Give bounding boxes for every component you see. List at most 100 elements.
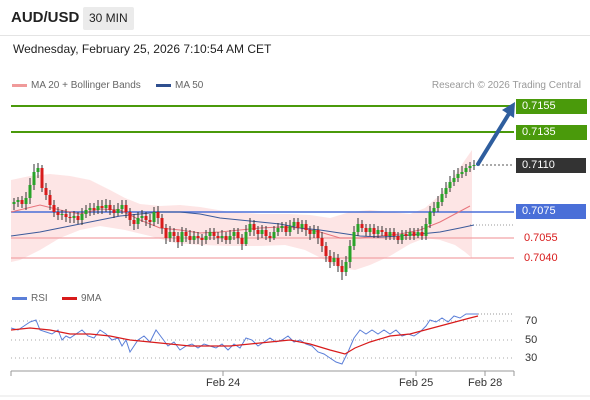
candle-body bbox=[52, 205, 56, 212]
candle-body bbox=[344, 262, 348, 272]
candle-body bbox=[164, 228, 168, 238]
candle bbox=[212, 228, 216, 240]
rsi-tick-30: 30 bbox=[525, 352, 538, 364]
candle bbox=[72, 211, 76, 223]
chart-header: AUD/USD 30 MIN bbox=[0, 0, 590, 36]
x-label-feb24: Feb 24 bbox=[206, 377, 241, 389]
candle-body bbox=[56, 212, 60, 215]
candle-body bbox=[468, 166, 472, 168]
candle-body bbox=[188, 236, 192, 240]
level-lines bbox=[11, 105, 514, 259]
candle bbox=[360, 220, 364, 232]
candle-body bbox=[100, 206, 104, 208]
candlesticks bbox=[12, 102, 515, 280]
candle-body bbox=[24, 198, 28, 204]
candle-body bbox=[88, 208, 92, 210]
candle-body bbox=[156, 212, 160, 218]
candle-body bbox=[440, 194, 444, 202]
candle-body bbox=[16, 200, 20, 202]
candle-body bbox=[256, 230, 260, 234]
candle-body bbox=[224, 236, 228, 240]
candle bbox=[456, 168, 460, 182]
candle-body bbox=[324, 246, 328, 256]
timeframe-button[interactable]: 30 MIN bbox=[83, 7, 134, 30]
candle bbox=[60, 210, 64, 220]
candle-body bbox=[396, 236, 400, 240]
target2-label: 0.7155 bbox=[516, 99, 587, 114]
candle-body bbox=[368, 228, 372, 232]
candle bbox=[216, 232, 220, 244]
candle-body bbox=[408, 232, 412, 236]
candle bbox=[472, 160, 476, 170]
candle bbox=[12, 198, 16, 210]
candle-body bbox=[340, 266, 344, 272]
candle bbox=[52, 200, 56, 217]
candle bbox=[272, 226, 276, 240]
candle bbox=[436, 196, 440, 212]
candle bbox=[296, 218, 300, 234]
candle bbox=[452, 170, 456, 186]
candle bbox=[264, 226, 268, 240]
candle-body bbox=[112, 210, 116, 213]
candle-body bbox=[384, 232, 388, 236]
candle bbox=[112, 205, 116, 218]
symbol-title: AUD/USD bbox=[11, 9, 80, 26]
candle bbox=[168, 226, 172, 242]
candle-body bbox=[304, 224, 308, 230]
candle bbox=[396, 232, 400, 244]
candle-body bbox=[200, 238, 204, 240]
candle bbox=[448, 176, 452, 192]
candle bbox=[160, 214, 164, 234]
legend-ma50: MA 50 bbox=[156, 80, 203, 91]
candle-body bbox=[28, 185, 32, 198]
target1-label: 0.7135 bbox=[516, 125, 587, 140]
candle-body bbox=[248, 224, 252, 232]
candle bbox=[276, 223, 280, 236]
candle-body bbox=[376, 230, 380, 234]
candle-body bbox=[372, 228, 376, 234]
candle-body bbox=[108, 205, 112, 210]
ma9-swatch bbox=[62, 296, 77, 300]
candle bbox=[224, 232, 228, 244]
candle bbox=[188, 230, 192, 244]
candle bbox=[384, 228, 388, 240]
candle-body bbox=[292, 222, 296, 226]
ma50-swatch bbox=[156, 83, 171, 87]
ma20-swatch bbox=[12, 83, 27, 87]
candle bbox=[372, 224, 376, 238]
candle-body bbox=[404, 234, 408, 236]
candle-body bbox=[12, 202, 16, 204]
candle bbox=[340, 260, 344, 280]
rsi-tick-70: 70 bbox=[525, 315, 538, 327]
candle bbox=[252, 220, 256, 236]
candle bbox=[116, 203, 120, 216]
candle-body bbox=[160, 218, 164, 228]
candle bbox=[32, 164, 36, 190]
candle bbox=[156, 206, 160, 224]
candle bbox=[404, 230, 408, 240]
candle bbox=[220, 230, 224, 242]
candle bbox=[332, 252, 336, 266]
candle-body bbox=[72, 216, 76, 218]
candle-body bbox=[460, 172, 464, 174]
candle-body bbox=[220, 236, 224, 238]
candle-body bbox=[380, 230, 384, 232]
candle bbox=[100, 200, 104, 214]
candle bbox=[292, 218, 296, 230]
candle-body bbox=[276, 228, 280, 232]
candle bbox=[256, 226, 260, 240]
candle bbox=[80, 208, 84, 225]
candle bbox=[388, 228, 392, 240]
rsi-line bbox=[10, 313, 478, 365]
candle-body bbox=[268, 236, 272, 238]
candle bbox=[464, 164, 468, 176]
candle-body bbox=[124, 205, 128, 212]
candle-body bbox=[240, 238, 244, 244]
support2-label: 0.7040 bbox=[524, 252, 558, 264]
candle bbox=[304, 220, 308, 236]
candle bbox=[88, 203, 92, 216]
candle bbox=[16, 197, 20, 207]
x-label-feb28: Feb 28 bbox=[468, 377, 503, 389]
candle bbox=[308, 226, 312, 240]
candle-body bbox=[448, 182, 452, 188]
